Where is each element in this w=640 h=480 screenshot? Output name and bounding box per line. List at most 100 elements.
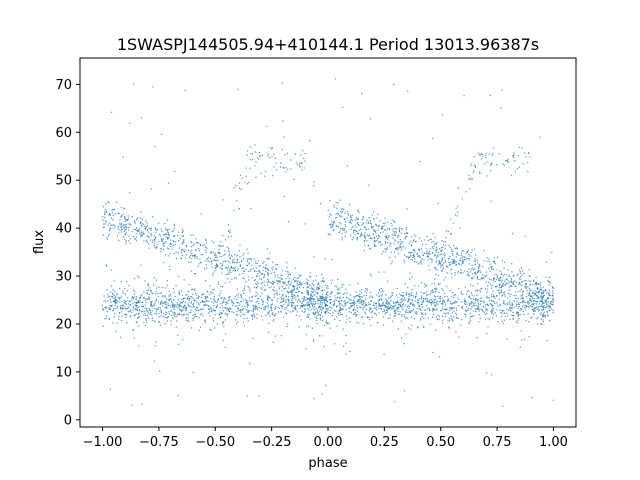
data-point xyxy=(147,317,150,319)
data-point xyxy=(188,305,190,307)
data-point xyxy=(509,318,511,321)
data-point xyxy=(536,297,538,300)
data-point xyxy=(521,281,523,283)
data-point xyxy=(552,301,554,303)
data-point xyxy=(317,302,319,305)
data-point xyxy=(470,298,472,300)
data-point xyxy=(322,315,324,317)
data-point xyxy=(411,276,413,278)
data-point xyxy=(352,226,354,228)
data-point xyxy=(495,315,498,317)
data-point xyxy=(217,298,219,301)
data-point xyxy=(329,213,331,215)
data-point xyxy=(390,300,392,302)
data-point xyxy=(116,307,118,309)
data-point xyxy=(477,262,479,264)
data-point xyxy=(490,374,493,376)
data-point xyxy=(288,304,290,307)
data-point xyxy=(386,228,388,230)
data-point xyxy=(501,320,503,322)
data-point xyxy=(450,277,453,279)
data-point xyxy=(416,291,418,294)
data-point xyxy=(227,269,229,271)
data-point xyxy=(128,226,130,229)
data-point xyxy=(380,307,382,310)
data-point xyxy=(454,214,457,216)
data-point xyxy=(315,316,317,318)
data-point xyxy=(372,211,375,213)
data-point xyxy=(547,304,549,306)
data-point xyxy=(486,291,488,293)
data-point xyxy=(467,309,469,312)
data-point xyxy=(400,241,402,243)
data-point xyxy=(356,300,358,303)
data-point xyxy=(190,301,192,303)
data-point xyxy=(182,230,184,232)
data-point xyxy=(514,291,516,293)
x-tick-label: −1.00 xyxy=(83,435,123,450)
data-point xyxy=(508,303,511,305)
data-point xyxy=(308,313,310,316)
data-point xyxy=(532,308,534,311)
data-point xyxy=(239,303,241,305)
data-point xyxy=(435,302,437,304)
data-point xyxy=(126,281,128,283)
data-point xyxy=(308,325,310,327)
data-point xyxy=(404,304,406,306)
data-point xyxy=(219,262,222,265)
data-point xyxy=(154,320,156,322)
data-point xyxy=(500,316,503,318)
data-point xyxy=(160,248,163,250)
data-point xyxy=(237,293,240,295)
data-point xyxy=(538,303,541,305)
data-point xyxy=(166,247,169,249)
data-point xyxy=(485,274,488,277)
data-point xyxy=(178,308,181,310)
data-point xyxy=(523,280,526,282)
data-point xyxy=(251,276,254,279)
data-point xyxy=(128,310,131,313)
data-point xyxy=(405,228,407,231)
data-point xyxy=(150,291,152,293)
data-point xyxy=(430,238,433,240)
data-point xyxy=(335,306,338,308)
data-point xyxy=(287,280,289,283)
data-point xyxy=(272,280,274,282)
data-point xyxy=(541,305,543,308)
data-point xyxy=(162,315,165,318)
data-point xyxy=(429,253,431,255)
data-point xyxy=(134,228,137,231)
data-point xyxy=(349,234,352,236)
data-point xyxy=(456,317,458,319)
data-point xyxy=(344,236,347,238)
data-point xyxy=(402,241,404,243)
data-point xyxy=(135,306,137,308)
data-point xyxy=(271,267,273,269)
data-point xyxy=(552,311,554,314)
data-point xyxy=(108,201,110,204)
data-point xyxy=(163,248,165,251)
data-point xyxy=(161,240,163,242)
data-point xyxy=(413,234,416,236)
data-point xyxy=(234,270,236,272)
data-point xyxy=(506,304,508,306)
data-point xyxy=(164,307,166,309)
data-point xyxy=(517,302,520,304)
data-point xyxy=(123,299,126,302)
data-point xyxy=(458,336,460,339)
data-point xyxy=(504,280,506,282)
data-point xyxy=(139,300,141,302)
data-point xyxy=(548,276,551,279)
data-point xyxy=(258,302,260,305)
data-point xyxy=(312,302,314,305)
data-point xyxy=(256,300,259,303)
data-point xyxy=(327,312,329,314)
data-point xyxy=(484,288,487,290)
data-point xyxy=(167,316,169,318)
data-point xyxy=(510,304,512,306)
data-point xyxy=(246,260,249,263)
data-point xyxy=(399,245,402,248)
data-point xyxy=(323,289,325,291)
data-point xyxy=(171,306,174,308)
data-point xyxy=(242,321,245,323)
